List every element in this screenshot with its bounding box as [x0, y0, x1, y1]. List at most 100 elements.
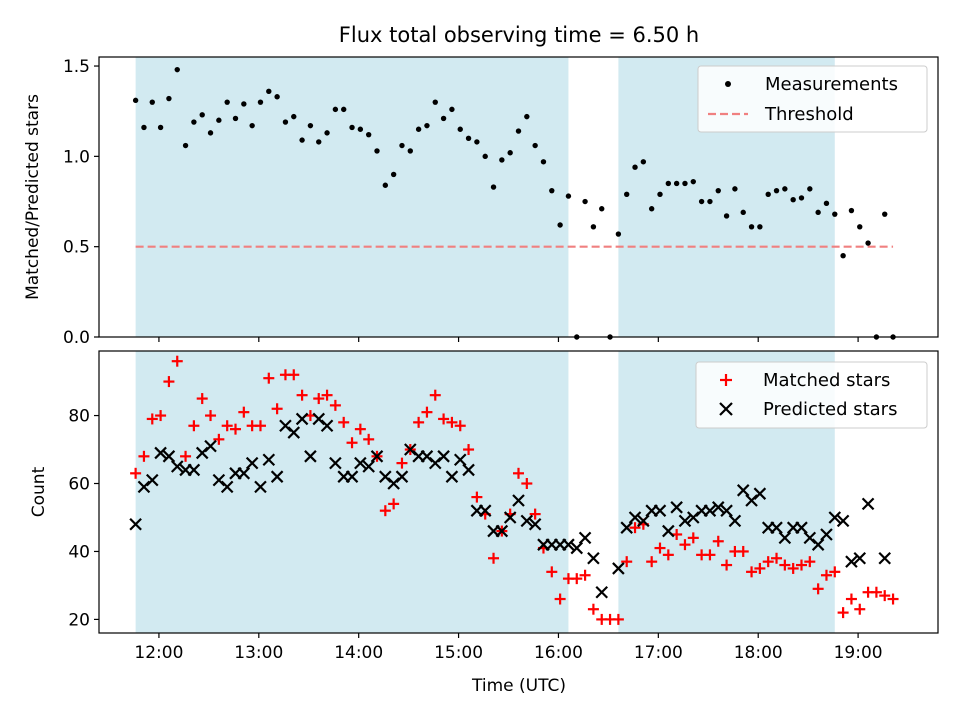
- matched-star-point: [421, 406, 433, 418]
- measurement-point: [507, 150, 513, 156]
- measurement-point: [624, 191, 630, 197]
- top-legend: Measurements Threshold: [697, 65, 928, 133]
- measurement-point: [349, 124, 355, 131]
- measurement-point: [632, 164, 638, 170]
- matched-star-point: [579, 569, 591, 581]
- matched-star-point: [171, 355, 183, 367]
- matched-star-point: [621, 556, 633, 568]
- predicted-star-point: [270, 470, 284, 483]
- measurement-point: [732, 186, 738, 192]
- measurement-point: [690, 178, 696, 185]
- top-y-tick-label: 0.0: [63, 328, 90, 348]
- matched-star-point: [438, 413, 450, 425]
- measurement-point: [565, 193, 572, 199]
- predicted-star-point: [853, 551, 867, 565]
- predicted-star-point: [262, 453, 276, 467]
- matched-star-point: [238, 406, 250, 418]
- measurement-point: [549, 187, 555, 194]
- predicted-star-point: [512, 494, 525, 507]
- matched-star-point: [146, 413, 158, 425]
- measurement-point: [365, 131, 372, 138]
- matched-star-point: [321, 389, 333, 401]
- matched-star-point: [654, 542, 666, 554]
- measurement-point: [590, 224, 597, 230]
- measurement-point: [557, 222, 563, 228]
- predicted-star-point: [220, 480, 234, 494]
- measurement-point: [665, 180, 672, 187]
- predicted-star-point: [145, 473, 159, 487]
- measurement-point: [524, 113, 530, 120]
- matched-star-point: [221, 420, 233, 432]
- top-y-axis-label: Matched/Predicted stars: [23, 94, 43, 300]
- measurement-point: [615, 231, 622, 237]
- matched-star-point: [646, 556, 658, 568]
- matched-star-point: [288, 369, 300, 381]
- matched-star-point: [887, 593, 899, 605]
- measurement-point: [191, 119, 197, 125]
- measurement-point: [482, 153, 488, 160]
- predicted-star-point: [187, 463, 201, 477]
- measurement-point: [157, 124, 164, 131]
- measurement-points: [132, 66, 896, 340]
- predicted-star-point: [154, 446, 167, 460]
- predicted-star-point: [237, 467, 251, 480]
- top-panel: 0.0 0.5 1.0 1.5 Matched/Predicted stars Mea…: [23, 56, 939, 348]
- matched-star-point: [546, 566, 558, 578]
- legend-predicted-marker: [719, 402, 733, 416]
- measurement-point: [474, 139, 480, 145]
- measurement-point: [682, 180, 688, 187]
- matched-star-point: [230, 423, 242, 435]
- matched-star-point: [471, 491, 483, 503]
- matched-star-point: [205, 410, 217, 422]
- predicted-star-point: [345, 470, 359, 483]
- matched-star-point: [771, 552, 783, 564]
- measurement-point: [249, 122, 255, 129]
- predicted-star-point: [620, 521, 633, 534]
- measurement-point: [857, 224, 863, 230]
- measurement-point: [465, 135, 472, 141]
- matched-star-point: [296, 389, 308, 401]
- measurement-point: [399, 142, 405, 149]
- matched-star-point: [446, 416, 458, 428]
- bottom-x-ticks: 12:00 13:00 14:00 15:00 16:00 17:00 18:00 19:00: [134, 633, 883, 663]
- predicted-star-point: [528, 517, 542, 531]
- x-tick-label: 15:00: [434, 643, 483, 663]
- matched-star-point: [554, 593, 566, 605]
- bottom-y-ticks: 20 40 60 80: [68, 407, 99, 630]
- matched-star-point: [180, 450, 192, 462]
- bottom-legend-box: [695, 361, 928, 429]
- measurement-point: [407, 148, 413, 154]
- matched-star-point: [413, 416, 425, 428]
- measurement-point: [324, 130, 330, 136]
- predicted-star-point: [362, 460, 375, 473]
- matched-star-point: [213, 433, 225, 445]
- matched-star-point: [463, 444, 475, 456]
- predicted-star-point: [354, 456, 367, 470]
- matched-star-point: [612, 613, 624, 625]
- measurement-point: [757, 224, 763, 230]
- predicted-star-point: [129, 517, 142, 531]
- top-y-tick-label: 1.5: [63, 57, 90, 77]
- measurement-point: [540, 159, 547, 165]
- measurement-point: [132, 97, 139, 104]
- predicted-star-point: [828, 511, 842, 524]
- predicted-star-point: [637, 514, 650, 528]
- predicted-star-point: [628, 511, 642, 524]
- predicted-star-point: [653, 504, 667, 517]
- predicted-star-point: [295, 412, 309, 426]
- predicted-star-point: [570, 541, 584, 555]
- predicted-star-point: [329, 456, 342, 470]
- matched-star-point: [804, 556, 816, 568]
- top-y-ticks: 0.0 0.5 1.0 1.5: [63, 57, 99, 348]
- measurement-point: [232, 115, 239, 122]
- measurement-point: [415, 126, 422, 132]
- matched-star-point: [679, 539, 691, 551]
- matched-star-point: [354, 423, 366, 435]
- measurement-point: [424, 122, 430, 129]
- measurement-point: [815, 209, 821, 216]
- legend-matched-marker: [720, 374, 732, 386]
- matched-star-point: [829, 566, 841, 578]
- measurement-point: [291, 113, 297, 120]
